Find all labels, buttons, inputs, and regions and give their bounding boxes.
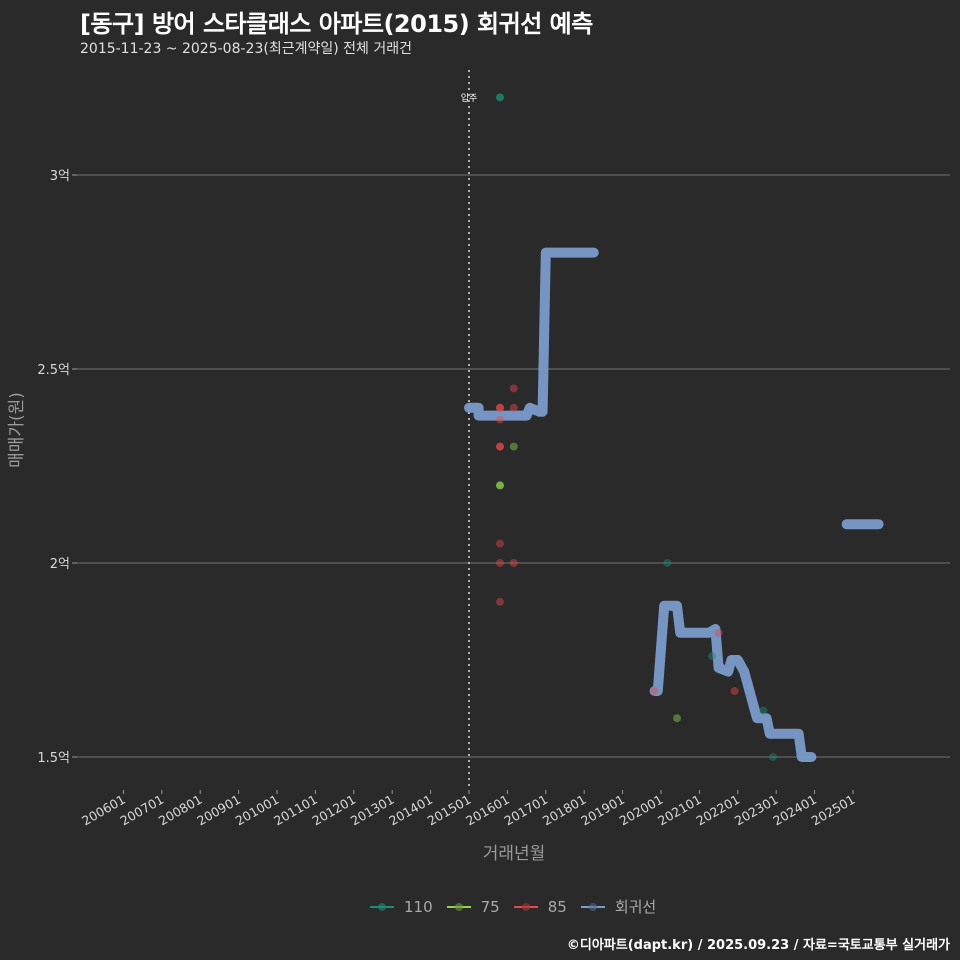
data-point-85[interactable]: [496, 597, 504, 606]
x-tick-label: 201601: [463, 792, 512, 829]
x-tick-label: 200601: [79, 792, 128, 829]
x-tick-label: 201201: [309, 792, 358, 829]
x-tick-label: 201101: [271, 792, 320, 829]
y-axis-title: 매매가(원): [7, 392, 27, 468]
x-tick-label: 201901: [578, 792, 627, 829]
legend-key-icon: [370, 899, 394, 915]
data-point-85[interactable]: [730, 687, 739, 696]
data-point-75[interactable]: [509, 442, 518, 451]
legend-key-icon: [513, 899, 538, 915]
data-point-85[interactable]: [714, 628, 723, 637]
chart-subtitle: 2015-11-23 ~ 2025-08-23(최근계약일) 전체 거래건: [80, 41, 412, 57]
data-point-110[interactable]: [663, 559, 672, 567]
data-point-85[interactable]: [496, 559, 504, 567]
x-tick-label: 201301: [348, 792, 397, 829]
x-tick-label: 201701: [501, 792, 550, 829]
data-point-85[interactable]: [496, 403, 504, 412]
legend-label: 85: [547, 897, 567, 916]
data-point-110[interactable]: [496, 93, 504, 102]
data-point-85[interactable]: [509, 559, 518, 567]
x-tick-label: 202101: [655, 792, 704, 829]
y-tick-label: 1.5억: [37, 751, 70, 766]
data-point-85[interactable]: [650, 687, 659, 696]
y-tick-label: 3억: [50, 169, 70, 184]
x-tick-label: 202401: [770, 792, 819, 829]
x-tick-label: 200901: [194, 792, 243, 829]
legend: 110 75 85 회귀선: [370, 896, 656, 917]
x-tick-label: 201001: [233, 792, 282, 829]
x-tick-label: 202301: [732, 792, 781, 829]
legend-item-regression[interactable]: 회귀선: [580, 896, 657, 917]
move-in-label: 입주: [461, 92, 478, 104]
data-point-75[interactable]: [496, 481, 504, 490]
chart-title: [동구] 방어 스타클래스 아파트(2015) 회귀선 예측: [80, 10, 593, 38]
legend-label: 75: [480, 897, 500, 916]
data-point-110[interactable]: [759, 706, 768, 715]
scatter-points: [496, 93, 777, 761]
x-axis: 2006012007012008012009012010012011012012…: [79, 790, 858, 829]
data-point-75[interactable]: [673, 714, 681, 723]
data-point-85[interactable]: [496, 415, 504, 424]
x-tick-label: 202201: [693, 792, 742, 829]
regression-segment: [464, 247, 599, 421]
data-point-85[interactable]: [509, 403, 518, 412]
data-point-110[interactable]: [708, 652, 717, 661]
x-tick-label: 200701: [117, 792, 166, 829]
x-tick-label: 201801: [540, 792, 589, 829]
data-point-85[interactable]: [496, 539, 504, 548]
gridlines: [77, 174, 950, 758]
x-tick-label: 202501: [809, 792, 858, 829]
legend-label: 회귀선: [614, 898, 657, 916]
x-tick-label: 201501: [425, 792, 474, 829]
legend-key-icon: [580, 899, 605, 915]
x-tick-label: 201401: [386, 792, 435, 829]
source-credit: ©디아파트(dapt.kr) / 2025.09.23 / 자료=국토교통부 실…: [566, 938, 950, 953]
x-tick-label: 202001: [617, 792, 666, 829]
data-point-85[interactable]: [496, 442, 504, 451]
legend-item-85[interactable]: 85: [513, 897, 567, 916]
data-point-85[interactable]: [509, 384, 518, 393]
regression-segment: [649, 600, 817, 762]
x-axis-title: 거래년월: [483, 844, 546, 864]
data-point-110[interactable]: [769, 753, 777, 761]
legend-key-icon: [446, 899, 471, 915]
legend-label: 110: [404, 897, 433, 916]
y-tick-label: 2억: [50, 557, 70, 572]
move-in-marker: 입주: [461, 70, 478, 790]
x-tick-label: 200801: [156, 792, 205, 829]
legend-item-110[interactable]: 110: [370, 898, 433, 916]
legend-item-75[interactable]: 75: [446, 897, 500, 916]
regression-line: [464, 247, 884, 762]
y-tick-label: 2.5억: [37, 363, 70, 378]
y-axis: 1.5억 2억 2.5억 3억: [37, 169, 77, 766]
